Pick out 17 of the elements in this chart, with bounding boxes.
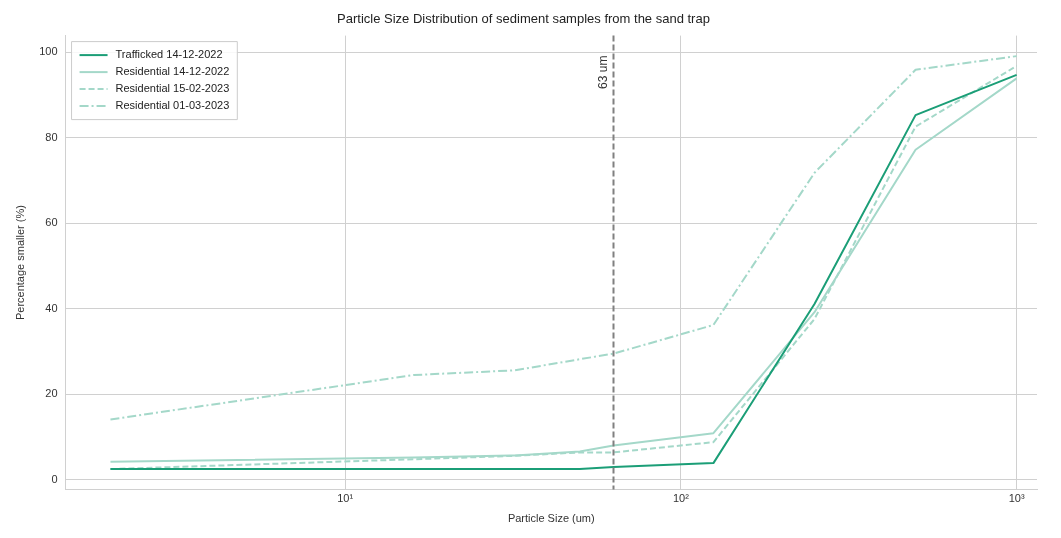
y-tick-label: 20 xyxy=(45,387,58,400)
ref-line-label: 63 um xyxy=(595,55,610,89)
x-tick-label: 10³ xyxy=(1008,492,1025,505)
legend-label: Residential 14-12-2022 xyxy=(115,65,230,78)
legend-label: Residential 01-03-2023 xyxy=(115,99,230,112)
y-tick-label: 80 xyxy=(45,130,58,143)
y-tick-label: 40 xyxy=(45,301,58,314)
y-tick-label: 0 xyxy=(51,472,58,485)
x-tick-label: 10¹ xyxy=(337,492,354,505)
legend-label: Trafficked 14-12-2022 xyxy=(115,48,223,61)
y-tick-label: 60 xyxy=(45,216,58,229)
x-axis-title: Particle Size (um) xyxy=(507,512,595,525)
y-tick-label: 100 xyxy=(39,45,58,58)
y-axis-title: Percentage smaller (%) xyxy=(13,205,26,321)
chart-title: Particle Size Distribution of sediment samples from the sand trap xyxy=(337,11,710,27)
x-tick-label: 10² xyxy=(672,492,690,505)
legend-label: Residential 15-02-2023 xyxy=(115,82,230,95)
